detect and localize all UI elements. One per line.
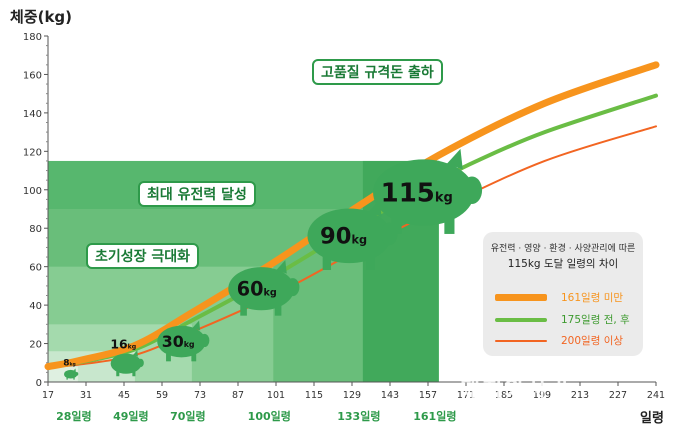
x-tick-label: 45 bbox=[118, 390, 130, 401]
pig-icon bbox=[373, 159, 475, 226]
stage-label: 70일령 bbox=[170, 409, 206, 423]
x-tick-label: 31 bbox=[80, 390, 92, 401]
pig-leg bbox=[444, 217, 455, 234]
x-tick-label: 17 bbox=[42, 390, 54, 401]
x-tick-label: 73 bbox=[194, 390, 206, 401]
y-axis-label: 체중(kg) bbox=[10, 8, 73, 26]
pig-icon bbox=[64, 369, 78, 379]
x-tick-label: 87 bbox=[232, 390, 244, 401]
y-tick-label: 180 bbox=[23, 32, 42, 43]
y-tick-label: 100 bbox=[23, 186, 42, 197]
pig-leg bbox=[240, 305, 247, 316]
y-tick-label: 120 bbox=[23, 147, 42, 158]
pig-icon bbox=[228, 267, 295, 311]
x-tick-label: 241 bbox=[647, 390, 665, 401]
pig-leg bbox=[366, 256, 375, 270]
x-tick-label: 101 bbox=[267, 390, 285, 401]
pig-leg bbox=[322, 256, 332, 270]
x-tick-label: 199 bbox=[533, 390, 551, 401]
y-tick-label: 20 bbox=[29, 340, 42, 351]
legend-swatch-green bbox=[495, 318, 547, 322]
pig-weight-unit: kg bbox=[184, 340, 195, 349]
pig-leg bbox=[73, 377, 75, 380]
x-tick-label: 143 bbox=[381, 390, 399, 401]
x-axis-label: 일령 bbox=[640, 411, 664, 426]
y-tick-label: 60 bbox=[29, 263, 42, 274]
pig-weight-unit: kg bbox=[128, 343, 137, 350]
pig-weight-unit: kg bbox=[435, 191, 453, 206]
pig-ear bbox=[133, 350, 138, 357]
y-tick-label: 160 bbox=[23, 70, 42, 81]
pig-snout bbox=[286, 278, 300, 297]
legend-subtitle: 115kg 도달 일령의 차이 bbox=[507, 258, 619, 270]
legend-title: 유전력 · 영양 · 환경 · 사양관리에 따른 bbox=[490, 244, 636, 254]
pig-ear bbox=[276, 260, 287, 274]
pig-snout bbox=[461, 176, 483, 205]
pig-leg bbox=[274, 305, 282, 316]
pig-ear bbox=[73, 368, 76, 372]
legend-swatch-red bbox=[495, 340, 547, 342]
series-line bbox=[47, 125, 657, 368]
x-tick-label: 157 bbox=[419, 390, 437, 401]
pig-icon bbox=[157, 325, 206, 358]
pig-icon bbox=[110, 353, 142, 374]
y-tick-label: 0 bbox=[36, 378, 42, 389]
pig-snout bbox=[137, 358, 144, 368]
pig-snout bbox=[199, 333, 210, 348]
pig-icon bbox=[307, 208, 392, 264]
series-line bbox=[44, 61, 660, 371]
x-tick-label: 129 bbox=[343, 390, 361, 401]
pig-weight-label: 8kg bbox=[63, 358, 75, 368]
stage-label: 161일령 bbox=[413, 409, 456, 423]
x-tick-label: 227 bbox=[609, 390, 627, 401]
y-tick-label: 140 bbox=[23, 109, 42, 120]
x-tick-label: 185 bbox=[495, 390, 513, 401]
x-tick-label: 213 bbox=[571, 390, 589, 401]
pig-leg bbox=[66, 377, 68, 380]
x-tick-label: 171 bbox=[457, 390, 475, 401]
watermark: 돼지와사람 bbox=[460, 378, 572, 403]
legend-label-161: 161일령 미만 bbox=[561, 292, 624, 304]
stage-label: 28일령 bbox=[56, 409, 92, 423]
y-tick-label: 40 bbox=[29, 301, 42, 312]
pig-weight-unit: kg bbox=[264, 287, 277, 298]
pig-ear bbox=[192, 320, 201, 331]
y-tick-label: 80 bbox=[29, 224, 42, 235]
pig-weight-unit: kg bbox=[69, 361, 75, 367]
stage-label: 100일령 bbox=[248, 409, 291, 423]
stage-label: 133일령 bbox=[337, 409, 380, 423]
pig-leg bbox=[166, 353, 171, 362]
pig-leg bbox=[116, 371, 120, 377]
callout-growth: 초기성장 극대화 bbox=[86, 243, 200, 269]
pig-leg bbox=[132, 371, 136, 377]
stage-label: 49일령 bbox=[113, 409, 149, 423]
pig-leg bbox=[191, 353, 197, 362]
legend: 유전력 · 영양 · 환경 · 사양관리에 따른 115kg 도달 일령의 차이… bbox=[483, 232, 643, 356]
x-tick-label: 59 bbox=[156, 390, 168, 401]
pig-leg bbox=[391, 217, 402, 234]
pig-ear bbox=[446, 148, 463, 170]
pig-weight-unit: kg bbox=[351, 234, 367, 247]
legend-swatch-orange bbox=[495, 294, 547, 301]
legend-label-200: 200일령 이상 bbox=[561, 335, 624, 347]
x-tick-label: 115 bbox=[305, 390, 323, 401]
legend-label-175: 175일령 전, 후 bbox=[561, 314, 630, 326]
pig-snout bbox=[75, 372, 79, 376]
callout-potential: 최대 유전력 달성 bbox=[138, 181, 256, 207]
callout-ship: 고품질 규격돈 출하 bbox=[312, 59, 443, 85]
